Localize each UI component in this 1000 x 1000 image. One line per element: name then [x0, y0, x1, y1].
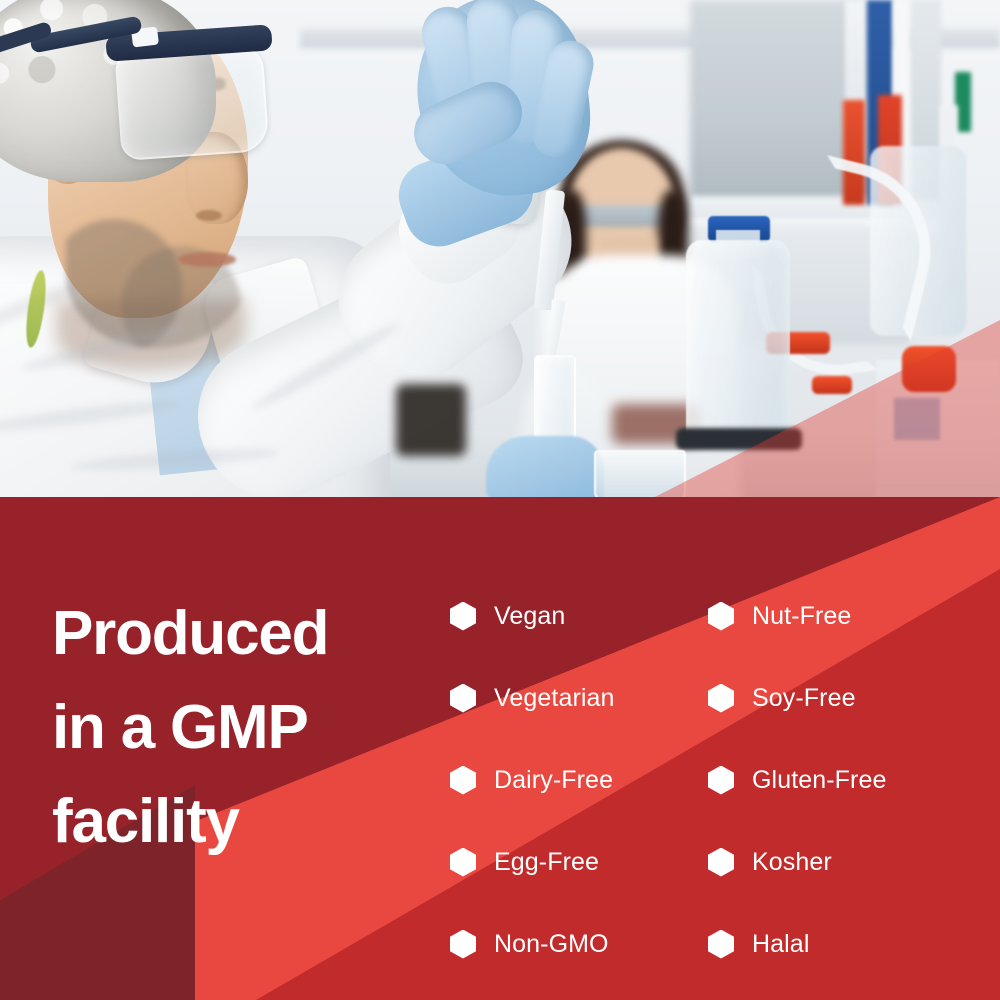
shelf-binder	[955, 72, 971, 132]
certification-item-nut-free: Nut-Free	[708, 595, 1000, 637]
certification-item-kosher: Kosher	[708, 841, 1000, 883]
headline: Produced in a GMP facility	[52, 587, 412, 869]
hexagon-bullet-icon	[708, 929, 734, 959]
certification-item-vegetarian: Vegetarian	[450, 677, 708, 719]
hexagon-bullet-icon	[450, 847, 476, 877]
reagent-bottle	[686, 240, 790, 440]
background-scientist-goggles	[570, 205, 678, 227]
certification-label: Gluten-Free	[752, 765, 887, 794]
certification-column-right: Nut-Free Soy-Free Gluten-Free Kosher	[708, 595, 1000, 1000]
hexagon-bullet-icon	[450, 765, 476, 795]
red-content-panel: Produced in a GMP facility Vegan Vegetar…	[0, 497, 1000, 1000]
headline-line-3: facility	[52, 787, 240, 856]
certification-item-gluten-free: Gluten-Free	[708, 759, 1000, 801]
beaker	[594, 450, 686, 497]
lab-photo	[0, 0, 1000, 497]
certification-label: Vegan	[494, 601, 566, 630]
hexagon-bullet-icon	[450, 683, 476, 713]
certification-item-non-gmo: Non-GMO	[450, 923, 708, 965]
certification-label: Halal	[752, 929, 810, 958]
shelf-binder	[843, 100, 865, 205]
hexagon-bullet-icon	[450, 929, 476, 959]
certification-item-dairy-free: Dairy-Free	[450, 759, 708, 801]
certification-item-vegan: Vegan	[450, 595, 708, 637]
hexagon-bullet-icon	[708, 765, 734, 795]
certification-label: Vegetarian	[494, 683, 615, 712]
certification-label: Soy-Free	[752, 683, 856, 712]
certification-label: Dairy-Free	[494, 765, 614, 794]
hexagon-bullet-icon	[708, 601, 734, 631]
certification-list: Vegan Vegetarian Dairy-Free Egg-Free	[450, 595, 1000, 1000]
hexagon-bullet-icon	[450, 601, 476, 631]
nitrile-glove-foreground	[486, 436, 604, 497]
red-bottle-cap	[902, 346, 956, 392]
hexagon-bullet-icon	[708, 847, 734, 877]
certification-item-soy-free: Soy-Free	[708, 677, 1000, 719]
scientist-lips	[178, 252, 236, 267]
hexagon-bullet-icon	[708, 683, 734, 713]
reagent-bottle-base	[676, 428, 802, 450]
red-bottle-cap	[812, 376, 852, 394]
scientist-nostril	[196, 210, 222, 221]
certification-label: Kosher	[752, 847, 832, 876]
certification-item-halal: Halal	[708, 923, 1000, 965]
certification-label: Nut-Free	[752, 601, 852, 630]
safety-goggles-lens	[114, 42, 270, 162]
bench-shadow	[396, 384, 466, 456]
rack-label	[894, 398, 940, 440]
reagent-bottle-right	[870, 146, 966, 336]
headline-line-1: Produced	[52, 599, 330, 668]
jaw-shadow	[56, 300, 246, 370]
certification-column-left: Vegan Vegetarian Dairy-Free Egg-Free	[450, 595, 708, 1000]
certification-item-egg-free: Egg-Free	[450, 841, 708, 883]
headline-line-2: in a GMP	[52, 693, 309, 762]
certification-label: Non-GMO	[494, 929, 609, 958]
certification-label: Egg-Free	[494, 847, 600, 876]
fume-hood	[690, 0, 870, 210]
